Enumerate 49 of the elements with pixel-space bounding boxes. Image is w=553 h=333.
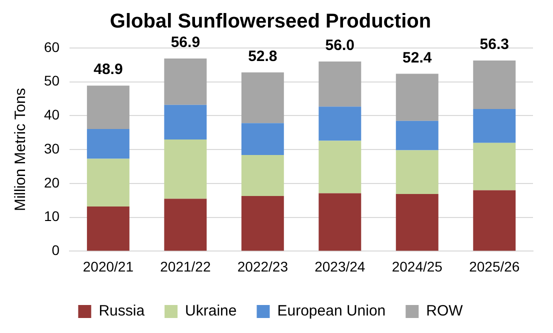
bar (318, 106, 362, 141)
legend-label: Ukraine (185, 302, 237, 320)
legend-label: European Union (277, 302, 386, 320)
x-tick-label: 2023/24 (314, 258, 366, 274)
total-label: 52.4 (402, 49, 432, 66)
bar (241, 123, 284, 156)
legend-label: Russia (98, 302, 146, 320)
bar (473, 190, 516, 251)
x-tick-label: 2021/22 (160, 258, 211, 274)
y-tick-label: 10 (44, 208, 60, 224)
total-label: 56.3 (480, 36, 509, 54)
bar (473, 108, 516, 143)
bar (241, 155, 284, 196)
x-tick-label: 2020/21 (82, 258, 134, 274)
bar (86, 86, 130, 129)
bar (318, 140, 362, 194)
bar (164, 104, 207, 140)
bar (396, 194, 438, 251)
x-tick-label: 2024/25 (392, 258, 443, 274)
legend-label: ROW (426, 302, 464, 320)
bar (318, 62, 362, 107)
total-label: 56.0 (325, 37, 355, 54)
bar (164, 58, 207, 105)
bar (241, 196, 284, 251)
bar (86, 158, 130, 206)
bar (164, 139, 207, 199)
y-tick-label: 50 (44, 72, 60, 89)
chart-title: Global Sunflowerseed Production (110, 10, 432, 33)
bar (396, 120, 438, 150)
bar (396, 150, 438, 194)
y-tick-label: 20 (44, 174, 60, 190)
bar (241, 72, 284, 124)
bar (473, 142, 516, 190)
bar (86, 128, 130, 159)
total-label: 48.9 (94, 61, 123, 78)
bar (318, 193, 362, 251)
bar (396, 74, 438, 121)
x-tick-label: 2022/23 (237, 258, 288, 274)
bar (164, 198, 207, 251)
total-label: 56.9 (170, 34, 200, 52)
y-tick-label: 40 (44, 106, 60, 123)
bar (473, 60, 516, 109)
y-tick-label: 30 (44, 140, 60, 156)
total-label: 52.8 (248, 48, 278, 66)
bar (86, 206, 130, 251)
y-tick-label: 60 (44, 38, 60, 55)
y-tick-label: 0 (52, 242, 60, 258)
x-tick-label: 2025/26 (469, 258, 520, 274)
y-axis-title: Million Metric Tons (12, 88, 30, 212)
